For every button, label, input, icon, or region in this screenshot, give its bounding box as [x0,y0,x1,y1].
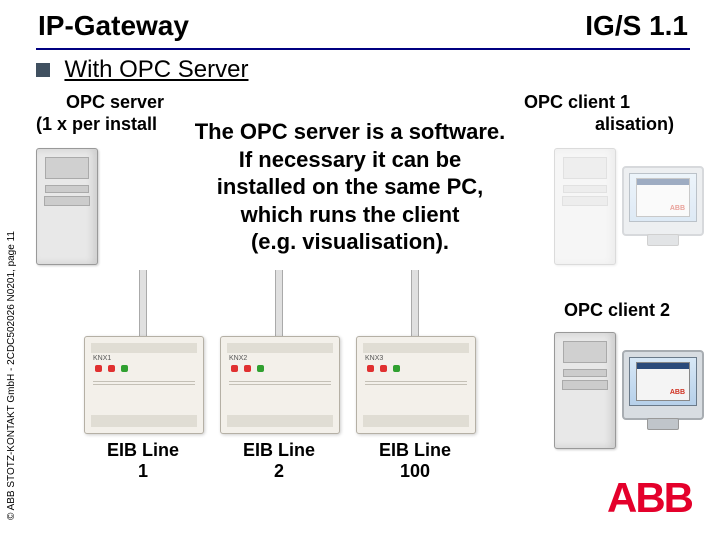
eib-line-label: EIB Line1 [78,440,208,481]
monitor-tag: ABB [670,389,685,396]
eib-device-icon: KNX3 [356,336,476,434]
eib-device-icon: KNX1 [84,336,204,434]
connector-line [139,270,147,340]
title-left: IP-Gateway [38,10,189,42]
subtitle-row: With OPC Server [36,56,248,84]
overlay-line: The OPC server is a software. [130,118,570,146]
slide: IP-Gateway IG/S 1.1 With OPC Server OPC … [0,0,720,540]
subtitle-text: With OPC Server [64,56,248,83]
client2-tower-icon [554,332,616,449]
title-right: IG/S 1.1 [585,10,688,42]
monitor-tag: ABB [670,205,685,212]
overlay-line: (e.g. visualisation). [130,228,570,256]
abb-logo: ABB [607,474,692,522]
server-tower-icon [36,148,98,265]
eib-line-label: EIB Line2 [214,440,344,481]
opc-server-label: OPC server [66,92,164,113]
device-small-label: KNX1 [93,355,111,362]
bullet-icon [36,63,50,77]
overlay-note: The OPC server is a software. If necessa… [130,118,570,256]
opc-client2-label: OPC client 2 [564,300,670,321]
overlay-line: If necessary it can be [130,146,570,174]
device-small-label: KNX2 [229,355,247,362]
connector-line [411,270,419,340]
eib-device-icon: KNX2 [220,336,340,434]
copyright-text: © ABB STOTZ-KONTAKT GmbH - 2CDC502026 N0… [6,231,17,520]
client1-monitor-icon: ABB [622,166,704,236]
title-bar: IP-Gateway IG/S 1.1 [36,8,690,50]
eib-line-label: EIB Line100 [350,440,480,481]
connector-line [275,270,283,340]
overlay-line: which runs the client [130,201,570,229]
overlay-line: installed on the same PC, [130,173,570,201]
opc-client1-label: OPC client 1 [524,92,630,113]
opc-client1-sub-label: alisation) [595,114,674,135]
client2-monitor-icon: ABB [622,350,704,420]
device-small-label: KNX3 [365,355,383,362]
